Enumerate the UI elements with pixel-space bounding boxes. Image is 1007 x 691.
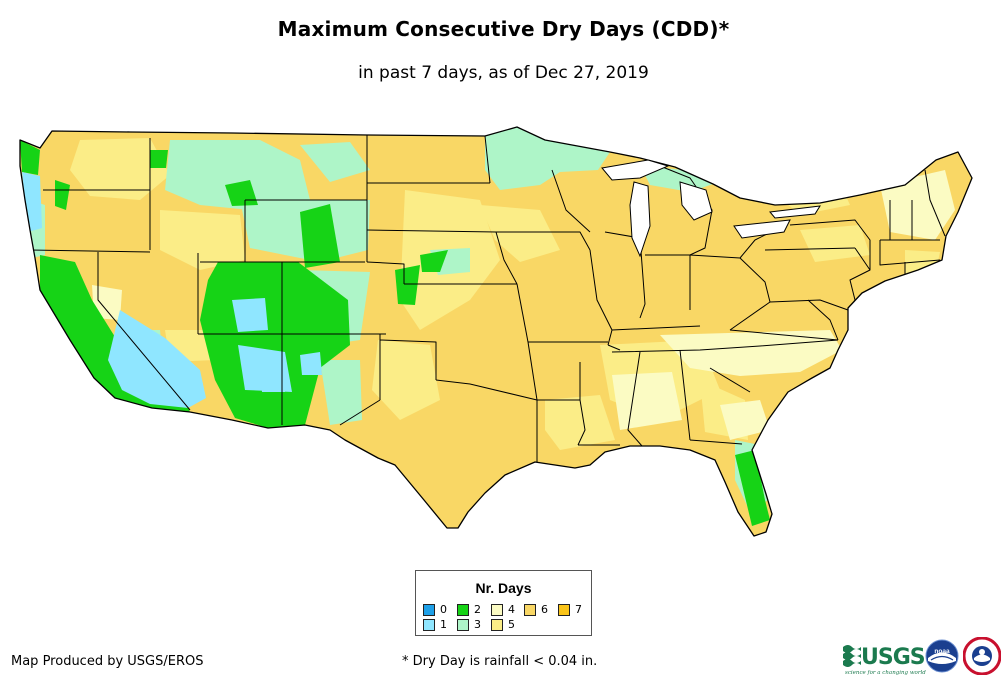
- legend-item-1: 1: [423, 619, 447, 631]
- legend-label: 5: [508, 618, 515, 631]
- legend-swatch: [423, 619, 435, 631]
- legend-swatch: [524, 604, 536, 616]
- legend-item-3: 3: [457, 619, 481, 631]
- legend-swatch: [558, 604, 570, 616]
- map-subtitle: in past 7 days, as of Dec 27, 2019: [358, 63, 649, 83]
- legend-item-6: 6: [524, 604, 548, 616]
- us-cdd-map: [19, 126, 973, 537]
- legend-swatch: [457, 604, 469, 616]
- legend-label: 1: [440, 618, 447, 631]
- usgs-wordmark: USGS: [861, 645, 926, 670]
- legend-item-2: 2: [457, 604, 481, 616]
- legend-swatch: [491, 604, 503, 616]
- legend-label: 2: [474, 603, 481, 616]
- usgs-logo: USGS science for a changing world: [843, 641, 926, 676]
- legend-swatch: [423, 604, 435, 616]
- noaa-logo: noaa: [925, 639, 959, 673]
- agency-logos: USGS science for a changing world noaa: [843, 636, 1003, 682]
- legend-item-0: 0: [423, 604, 447, 616]
- legend-title: Nr. Days: [475, 580, 532, 596]
- legend-label: 4: [508, 603, 515, 616]
- legend-swatch: [491, 619, 503, 631]
- map-credit: Map Produced by USGS/EROS: [11, 654, 204, 669]
- legend-item-4: 4: [491, 604, 515, 616]
- legend-item-7: 7: [558, 604, 582, 616]
- nws-logo: [963, 637, 1001, 675]
- legend-label: 3: [474, 618, 481, 631]
- legend-label: 7: [575, 603, 582, 616]
- dry-day-footnote: * Dry Day is rainfall < 0.04 in.: [402, 654, 598, 669]
- legend-box: Nr. Days 0 1 2 3 4 5 6 7: [415, 570, 592, 636]
- usgs-wave-icon: [843, 645, 861, 667]
- legend-label: 6: [541, 603, 548, 616]
- legend-swatch: [457, 619, 469, 631]
- legend-item-5: 5: [491, 619, 515, 631]
- legend-label: 0: [440, 603, 447, 616]
- noaa-text: noaa: [934, 648, 950, 655]
- usgs-tagline: science for a changing world: [845, 670, 926, 676]
- map-title: Maximum Consecutive Dry Days (CDD)*: [277, 17, 730, 41]
